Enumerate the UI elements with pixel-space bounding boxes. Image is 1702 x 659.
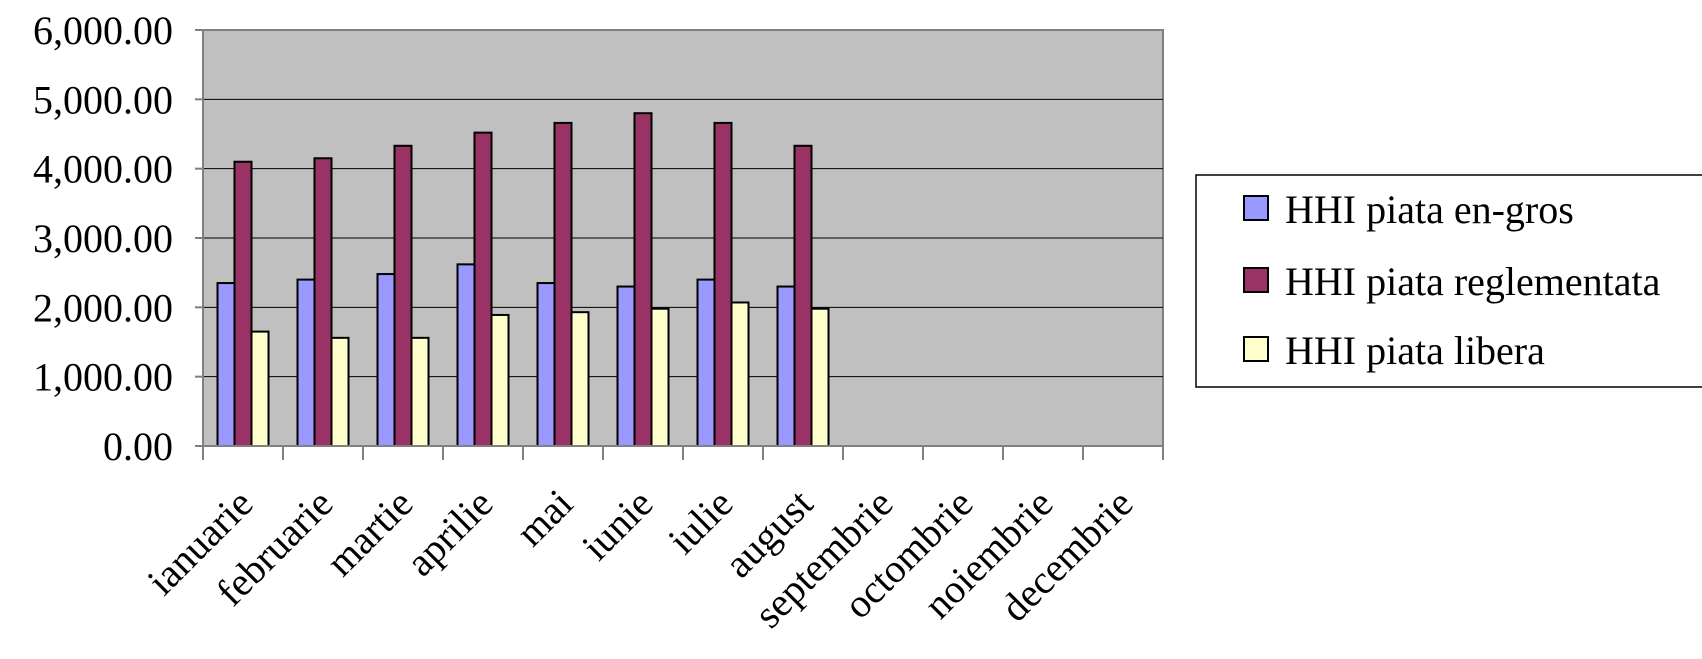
grid-lines bbox=[203, 98, 1163, 378]
bar bbox=[313, 157, 333, 447]
legend-label-engros: HHI piata en-gros bbox=[1285, 187, 1574, 232]
bar bbox=[570, 311, 590, 448]
bar bbox=[330, 336, 350, 447]
y-tick-label: 6,000.00 bbox=[33, 8, 173, 53]
x-tick-label: aprilie bbox=[397, 481, 501, 585]
bar bbox=[473, 131, 493, 447]
bar bbox=[713, 121, 733, 447]
y-tick-labels: 0.00 1,000.00 2,000.00 3,000.00 4,000.00 5,00… bbox=[33, 8, 173, 469]
bar bbox=[296, 278, 316, 447]
y-tick-label: 0.00 bbox=[103, 424, 173, 469]
legend-swatch-libera bbox=[1243, 336, 1269, 362]
bar bbox=[376, 273, 396, 448]
x-tick-label: mai bbox=[507, 481, 581, 555]
bar bbox=[233, 160, 253, 447]
bar bbox=[216, 282, 236, 448]
bar bbox=[536, 282, 556, 448]
x-tick-label: martie bbox=[317, 481, 421, 585]
y-tick-label: 5,000.00 bbox=[33, 77, 173, 122]
bar bbox=[553, 121, 573, 447]
bar bbox=[616, 285, 636, 447]
bar bbox=[650, 307, 670, 447]
bar bbox=[633, 112, 653, 447]
bar bbox=[730, 301, 750, 448]
bar bbox=[456, 263, 476, 448]
legend-label-reglementata: HHI piata reglementata bbox=[1285, 259, 1661, 304]
legend-swatch-reglementata bbox=[1243, 267, 1269, 293]
y-tick-label: 1,000.00 bbox=[33, 355, 173, 400]
legend: HHI piata en-gros HHI piata reglementata… bbox=[1195, 174, 1702, 388]
bar bbox=[410, 336, 430, 447]
bars bbox=[216, 112, 830, 448]
x-tick-label: iunie bbox=[573, 481, 661, 569]
bar bbox=[793, 144, 813, 448]
bar bbox=[696, 278, 716, 447]
legend-label-libera: HHI piata libera bbox=[1285, 328, 1545, 373]
y-tick-label: 2,000.00 bbox=[33, 285, 173, 330]
bar bbox=[250, 330, 270, 448]
bar bbox=[776, 285, 796, 447]
y-tick-label: 4,000.00 bbox=[33, 147, 173, 192]
bar bbox=[490, 313, 510, 447]
axes bbox=[195, 29, 1164, 460]
legend-box bbox=[1195, 174, 1702, 388]
legend-swatch-engros bbox=[1243, 195, 1269, 221]
bar bbox=[393, 144, 413, 448]
y-tick-label: 3,000.00 bbox=[33, 216, 173, 261]
bar bbox=[810, 307, 830, 447]
